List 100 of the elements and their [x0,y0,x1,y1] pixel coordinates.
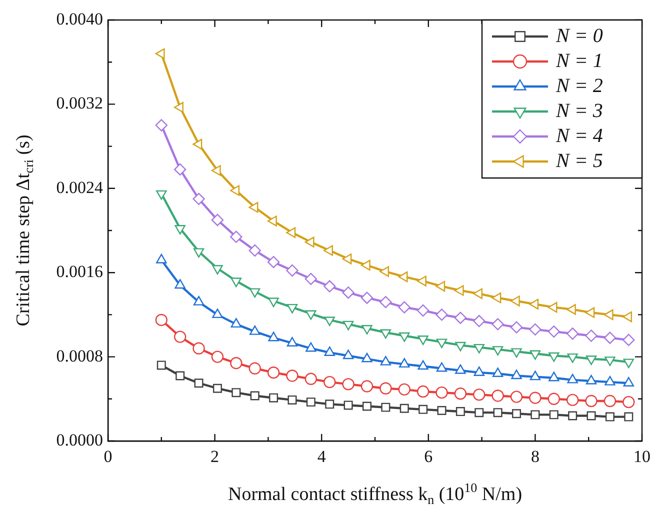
point [176,371,185,380]
point [436,280,446,292]
point [155,314,168,326]
point [304,236,314,248]
point [324,245,333,256]
point [399,358,410,368]
point [286,304,298,314]
point [474,408,484,418]
point [492,318,504,330]
point [324,280,336,292]
legend-label: N = 5 [555,150,603,172]
point [492,390,504,402]
y-tick-label: 0.0000 [56,430,103,450]
point [530,410,540,420]
point [529,323,542,336]
y-tick-label: 0.0008 [56,346,103,366]
point [304,372,318,386]
point [324,376,336,388]
point [267,216,277,226]
point [342,378,354,390]
point [398,383,410,396]
point [342,286,354,299]
point [586,411,596,420]
point [416,385,430,398]
point [267,366,280,379]
x-tick-label: 0 [104,446,112,466]
point [548,302,558,313]
point [268,298,279,308]
point [566,304,576,315]
point [510,390,523,403]
point [493,408,502,418]
point [474,344,484,354]
point [454,312,467,324]
point [604,332,616,344]
y-tick-label: 0.0024 [56,178,104,197]
point [286,337,298,346]
point [155,48,165,60]
point [192,342,205,354]
y-tick-label: 0.0032 [56,94,103,113]
point [360,260,370,271]
point [250,391,260,400]
point [211,350,224,363]
point [212,265,223,274]
point [286,370,298,382]
point [455,342,466,352]
point [622,396,635,408]
point [380,329,392,339]
point [211,165,221,176]
point [605,412,614,422]
point [398,271,408,282]
point [473,314,486,328]
point [248,362,261,374]
point [436,386,448,399]
point [306,398,316,407]
point [604,394,616,408]
point [399,332,410,342]
point [548,372,560,382]
point [548,392,560,405]
point [360,292,374,304]
x-tick-label: 10 [634,446,650,466]
point [286,264,298,277]
point [548,352,560,362]
point [230,318,242,328]
point [416,304,430,317]
point [454,285,464,296]
point [529,298,539,310]
point [492,292,502,304]
point [230,230,242,243]
point [492,368,504,377]
point [604,309,614,320]
point [585,394,598,408]
point [549,410,558,420]
point [211,214,224,226]
point [230,278,242,288]
point [249,288,260,298]
y-tick-label: 0.0016 [56,262,103,282]
point [530,370,541,380]
point [622,334,635,346]
point [510,296,520,306]
point [436,308,448,321]
point [248,202,258,213]
point [268,332,279,342]
point [454,388,467,400]
point [306,342,316,352]
point [437,406,446,415]
point [325,400,334,409]
point [567,374,578,384]
point [566,328,579,340]
legend-label: N = 0 [555,24,603,47]
y-axis-title: Critical time step Δtcri (s) [12,134,36,326]
point [342,320,354,330]
legend-label: N = 2 [555,74,603,97]
point [455,364,466,374]
x-tick-label: 4 [317,446,326,466]
point [192,192,205,206]
point [267,256,280,268]
point [269,393,278,402]
point [304,272,318,286]
point [360,380,374,392]
point [566,394,579,406]
